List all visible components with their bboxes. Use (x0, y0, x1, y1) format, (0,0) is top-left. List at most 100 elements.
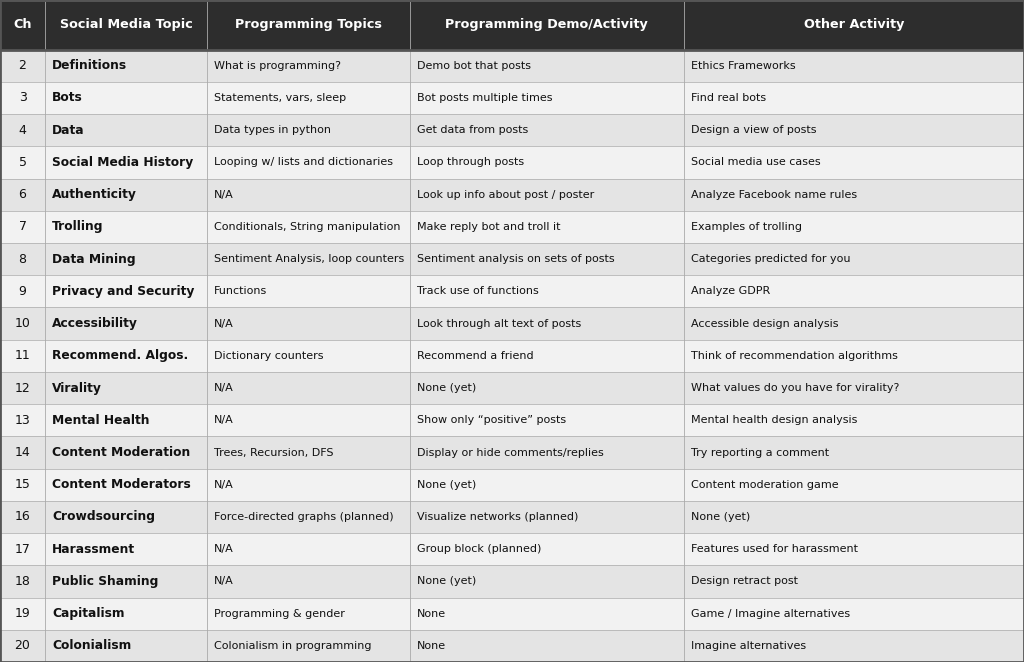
Text: Recommend a friend: Recommend a friend (417, 351, 534, 361)
Text: Design a view of posts: Design a view of posts (691, 125, 817, 135)
Bar (207, 501, 410, 533)
Text: 19: 19 (14, 607, 31, 620)
Bar (684, 275, 1024, 307)
Text: Privacy and Security: Privacy and Security (52, 285, 195, 298)
Text: 14: 14 (14, 446, 31, 459)
Text: 11: 11 (14, 350, 31, 362)
Bar (45, 598, 207, 630)
Bar (45, 82, 207, 114)
Text: Accessible design analysis: Accessible design analysis (691, 318, 839, 328)
Bar (45, 146, 207, 179)
Bar (684, 179, 1024, 211)
Bar (410, 372, 684, 404)
Text: None: None (417, 608, 445, 619)
Text: What is programming?: What is programming? (214, 61, 341, 71)
Bar (410, 630, 684, 662)
Text: Mental Health: Mental Health (52, 414, 150, 427)
Text: Recommend. Algos.: Recommend. Algos. (52, 350, 188, 362)
Bar (0, 179, 45, 211)
Bar (45, 275, 207, 307)
Bar (410, 0, 684, 50)
Text: Ch: Ch (13, 19, 32, 31)
Bar (207, 469, 410, 501)
Text: Get data from posts: Get data from posts (417, 125, 528, 135)
Bar (45, 114, 207, 146)
Bar (45, 307, 207, 340)
Text: Harassment: Harassment (52, 543, 135, 555)
Bar (45, 179, 207, 211)
Bar (0, 501, 45, 533)
Bar (684, 340, 1024, 372)
Text: Data types in python: Data types in python (214, 125, 331, 135)
Text: None (yet): None (yet) (417, 383, 476, 393)
Text: Programming Demo/Activity: Programming Demo/Activity (445, 19, 648, 31)
Bar (45, 501, 207, 533)
Bar (45, 340, 207, 372)
Text: None (yet): None (yet) (691, 512, 751, 522)
Text: Features used for harassment: Features used for harassment (691, 544, 858, 554)
Text: None (yet): None (yet) (417, 577, 476, 587)
Bar (0, 50, 45, 82)
Text: Visualize networks (planned): Visualize networks (planned) (417, 512, 579, 522)
Bar (410, 114, 684, 146)
Bar (45, 211, 207, 243)
Text: Colonialism: Colonialism (52, 639, 131, 652)
Text: 4: 4 (18, 124, 27, 137)
Bar (410, 50, 684, 82)
Text: 20: 20 (14, 639, 31, 652)
Bar (684, 630, 1024, 662)
Text: Content Moderation: Content Moderation (52, 446, 190, 459)
Bar (0, 114, 45, 146)
Bar (684, 50, 1024, 82)
Text: Other Activity: Other Activity (804, 19, 904, 31)
Text: 2: 2 (18, 60, 27, 72)
Bar (0, 146, 45, 179)
Text: 12: 12 (14, 381, 31, 395)
Bar (207, 340, 410, 372)
Text: 3: 3 (18, 91, 27, 105)
Text: N/A: N/A (214, 577, 233, 587)
Bar (410, 179, 684, 211)
Bar (0, 565, 45, 598)
Text: Make reply bot and troll it: Make reply bot and troll it (417, 222, 560, 232)
Bar (684, 436, 1024, 469)
Bar (684, 372, 1024, 404)
Bar (684, 211, 1024, 243)
Bar (207, 146, 410, 179)
Bar (0, 630, 45, 662)
Text: Demo bot that posts: Demo bot that posts (417, 61, 530, 71)
Bar (0, 598, 45, 630)
Bar (684, 598, 1024, 630)
Bar (0, 275, 45, 307)
Text: Track use of functions: Track use of functions (417, 287, 539, 297)
Text: Ethics Frameworks: Ethics Frameworks (691, 61, 796, 71)
Text: 6: 6 (18, 188, 27, 201)
Text: Show only “positive” posts: Show only “positive” posts (417, 415, 566, 425)
Text: Loop through posts: Loop through posts (417, 158, 524, 167)
Text: Accessibility: Accessibility (52, 317, 138, 330)
Bar (207, 0, 410, 50)
Text: N/A: N/A (214, 544, 233, 554)
Bar (0, 307, 45, 340)
Text: Programming Topics: Programming Topics (234, 19, 382, 31)
Text: Group block (planned): Group block (planned) (417, 544, 541, 554)
Bar (0, 469, 45, 501)
Bar (207, 372, 410, 404)
Text: Conditionals, String manipulation: Conditionals, String manipulation (214, 222, 400, 232)
Bar (207, 211, 410, 243)
Bar (207, 50, 410, 82)
Bar (684, 82, 1024, 114)
Text: 7: 7 (18, 220, 27, 234)
Bar (410, 275, 684, 307)
Bar (0, 211, 45, 243)
Text: N/A: N/A (214, 480, 233, 490)
Bar (207, 243, 410, 275)
Bar (410, 598, 684, 630)
Bar (410, 404, 684, 436)
Bar (45, 533, 207, 565)
Text: Analyze Facebook name rules: Analyze Facebook name rules (691, 190, 857, 200)
Bar (684, 533, 1024, 565)
Bar (45, 372, 207, 404)
Text: Display or hide comments/replies: Display or hide comments/replies (417, 448, 603, 457)
Text: Imagine alternatives: Imagine alternatives (691, 641, 806, 651)
